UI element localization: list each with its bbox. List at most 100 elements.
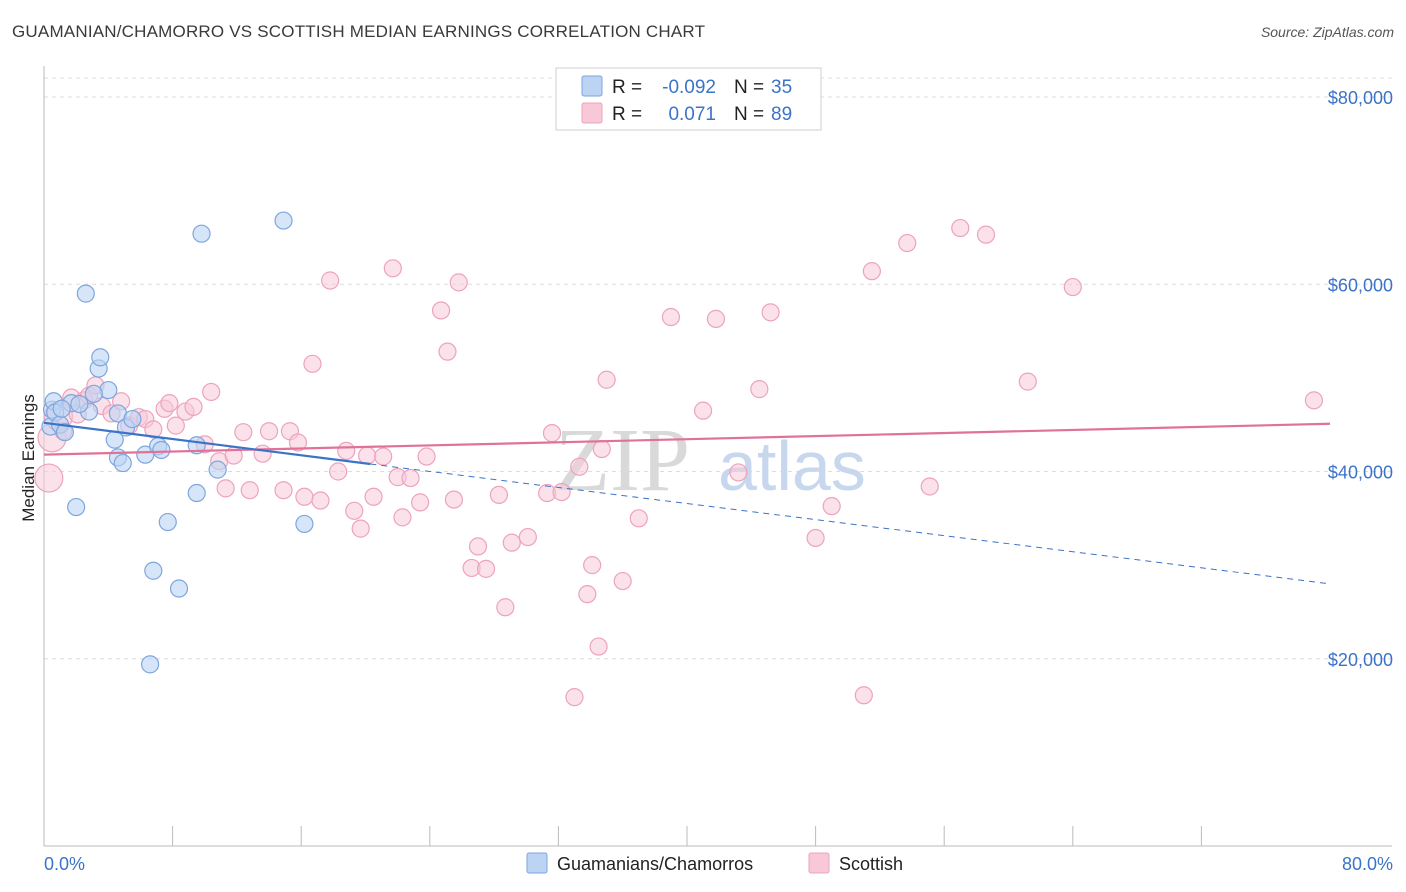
- correlation-legend: R = -0.092 N = 35 R = 0.071 N = 89: [555, 67, 822, 131]
- scottish-point: [552, 482, 571, 502]
- scottish-point: [449, 273, 468, 292]
- guamanian-point: [123, 409, 142, 429]
- scottish-point: [166, 416, 185, 435]
- scottish-point: [898, 233, 917, 253]
- series-legend: Guamanians/Chamorros Scottish: [526, 852, 903, 874]
- x-tick-label-0: 0.0%: [44, 854, 85, 874]
- y-tick-label-1: $40,000: [1328, 463, 1393, 483]
- legend-swatch-blue: [581, 75, 603, 97]
- scottish-point: [629, 509, 648, 528]
- scottish-point: [234, 423, 253, 442]
- scottish-point: [583, 556, 602, 575]
- scottish-point: [1063, 277, 1082, 297]
- guamanian-point: [208, 460, 227, 479]
- legend-r-label-1: R =: [612, 77, 642, 98]
- scottish-point: [321, 271, 340, 290]
- scottish-point: [589, 637, 608, 656]
- scottish-point: [496, 598, 515, 617]
- guamanian-trend-extension: [370, 463, 1331, 585]
- legend-n-value-1: 35: [771, 77, 792, 98]
- guamanian-point: [52, 399, 71, 418]
- guamanian-point: [84, 384, 103, 403]
- scottish-point: [393, 508, 412, 527]
- scottish-point: [311, 491, 330, 510]
- scottish-point: [303, 354, 322, 373]
- scottish-point: [597, 370, 616, 389]
- scottish-point: [374, 447, 393, 466]
- scottish-point: [160, 394, 179, 413]
- scottish-point: [253, 444, 272, 463]
- legend-r-value-2: 0.071: [668, 104, 716, 125]
- guamanian-trend-line: [43, 421, 371, 466]
- scottish-point: [468, 537, 488, 556]
- guamanian-point: [192, 224, 211, 243]
- scottish-point: [274, 481, 293, 500]
- scottish-point: [184, 397, 203, 416]
- scottish-point: [337, 441, 356, 461]
- guamanian-point: [113, 453, 132, 473]
- scottish-point: [34, 463, 64, 493]
- scottish-point: [502, 533, 521, 552]
- guamanian-point: [274, 211, 293, 230]
- y-axis-title: Median Earnings: [19, 394, 38, 522]
- x-tick-labels: 0.0% 80.0%: [44, 854, 1393, 874]
- scottish-point: [417, 447, 436, 466]
- guamanian-point: [295, 514, 314, 534]
- scottish-point: [565, 688, 584, 707]
- scottish-point: [202, 382, 221, 402]
- bottom-legend-swatch-blue: [526, 852, 548, 874]
- scottish-point: [976, 225, 996, 244]
- scottish-point: [444, 490, 464, 509]
- guamanian-point: [76, 284, 95, 303]
- scottish-points: [34, 218, 1324, 707]
- y-tick-labels: $20,000 $40,000 $60,000 $80,000: [1328, 88, 1393, 670]
- guamanian-point: [67, 497, 86, 517]
- scottish-point: [750, 380, 769, 399]
- legend-swatch-pink: [581, 102, 603, 124]
- scottish-point: [761, 303, 780, 322]
- chart-source: Source: ZipAtlas.com: [1260, 24, 1394, 40]
- scottish-point: [401, 468, 420, 488]
- legend-n-label-2: N =: [734, 104, 764, 125]
- guamanian-point: [140, 655, 160, 674]
- scottish-point: [216, 479, 235, 498]
- scottish-point: [592, 439, 611, 459]
- bottom-legend-swatch-pink: [808, 852, 830, 874]
- legend-r-value-1: -0.092: [662, 77, 716, 98]
- scottish-point: [613, 571, 632, 591]
- scottish-point: [431, 301, 451, 320]
- scottish-point: [364, 487, 383, 506]
- scottish-point: [806, 528, 825, 548]
- guamanian-point: [158, 512, 177, 532]
- scottish-point: [1018, 372, 1037, 391]
- y-tick-label-3: $80,000: [1328, 88, 1393, 108]
- scottish-point: [476, 559, 496, 578]
- guamanian-point: [187, 483, 206, 503]
- scottish-point: [411, 493, 430, 512]
- legend-n-value-2: 89: [771, 104, 792, 125]
- guamanian-point: [144, 561, 163, 580]
- scottish-point: [288, 433, 308, 452]
- scottish-point: [144, 420, 163, 439]
- axes: [43, 66, 1392, 847]
- scottish-point: [1304, 391, 1324, 410]
- y-axis-title-group: Median Earnings: [19, 394, 38, 522]
- scottish-point: [693, 401, 713, 420]
- scottish-point: [295, 487, 314, 506]
- guamanian-point: [169, 579, 189, 598]
- legend-n-label-1: N =: [734, 77, 764, 98]
- legend-r-label-2: R =: [612, 104, 642, 125]
- scottish-point: [729, 463, 748, 482]
- watermark: ZIP atlas: [555, 411, 866, 510]
- scottish-point: [345, 501, 364, 520]
- x-tick-label-1: 80.0%: [1342, 854, 1393, 874]
- scottish-point: [542, 424, 562, 443]
- scottish-point: [920, 477, 939, 496]
- scottish-point: [661, 307, 681, 327]
- scottish-point: [489, 485, 509, 505]
- scottish-point: [951, 218, 970, 238]
- scottish-point: [570, 457, 589, 476]
- scottish-point: [351, 519, 370, 538]
- scottish-point: [578, 585, 597, 604]
